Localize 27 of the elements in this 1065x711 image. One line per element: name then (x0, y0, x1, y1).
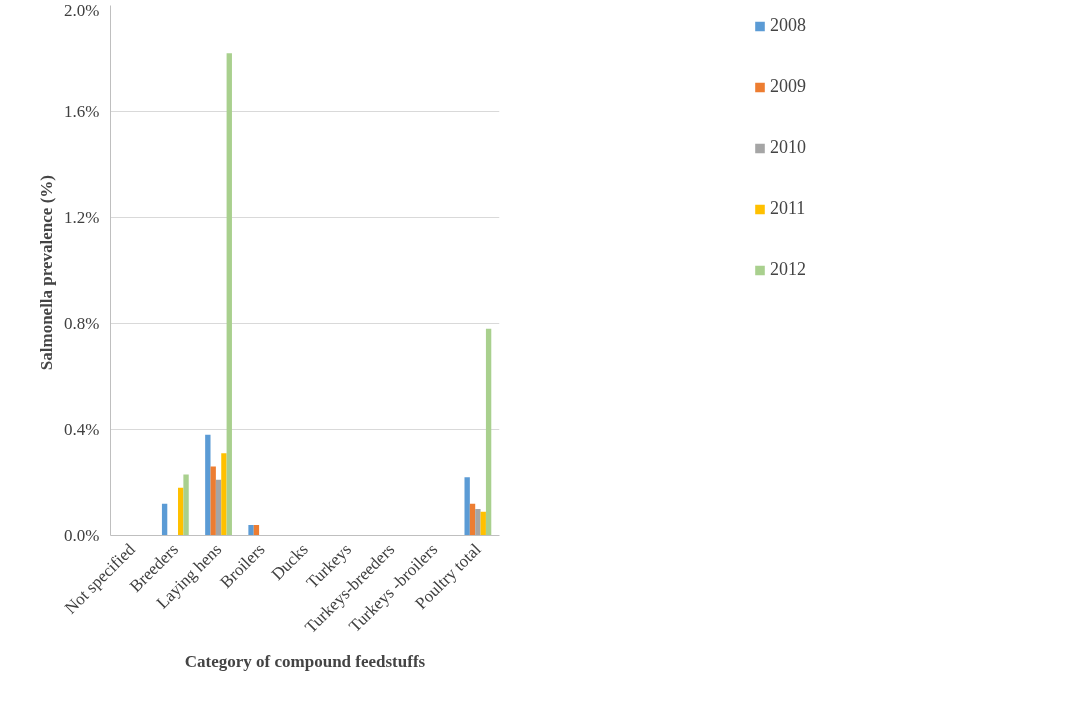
bar (475, 509, 481, 536)
bar (480, 511, 486, 536)
bar (248, 524, 254, 536)
legend-label: 2008 (770, 15, 806, 36)
y-tick-label: 0.8% (64, 314, 100, 333)
bar (183, 474, 189, 536)
y-tick-label: 2.0% (64, 0, 100, 20)
y-axis-title: Salmonella prevalence (%) (37, 175, 57, 371)
legend-label: 2009 (770, 76, 806, 97)
y-tick-label: 0.4% (64, 420, 100, 439)
legend-label: 2010 (770, 137, 806, 158)
bar (221, 453, 227, 536)
bar (210, 466, 216, 536)
bar (469, 503, 476, 536)
x-axis-title: Category of compound feedstuffs (184, 651, 426, 671)
bar (485, 328, 492, 536)
bar (226, 53, 232, 536)
y-tick-label: 1.2% (64, 208, 100, 227)
legend-label: 2011 (770, 198, 806, 219)
y-tick-label: 0.0% (64, 526, 100, 545)
legend-label: 2012 (770, 259, 806, 280)
bar (464, 477, 470, 536)
bar (161, 503, 168, 536)
bar (215, 479, 222, 536)
y-tick-label: 1.6% (64, 102, 100, 121)
bar (205, 434, 211, 536)
bar (178, 487, 184, 536)
